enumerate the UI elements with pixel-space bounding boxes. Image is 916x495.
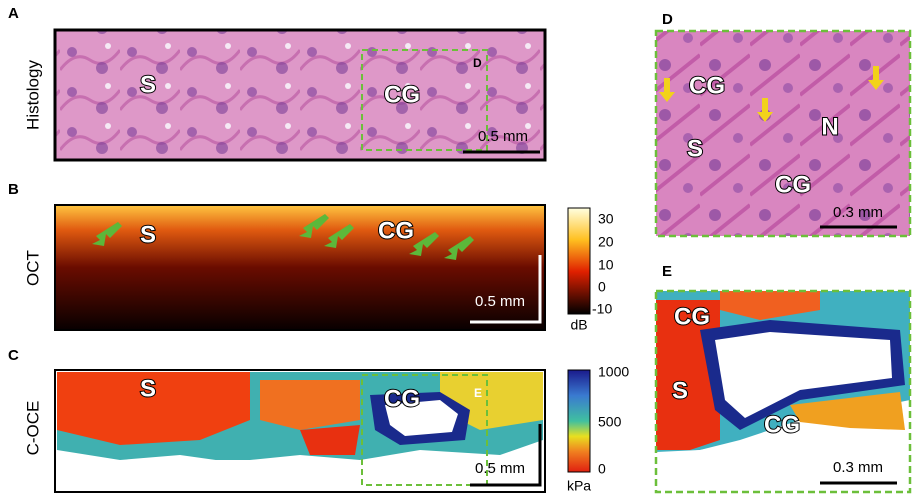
colorbar-tick: -10 bbox=[592, 301, 612, 317]
panel-label: E bbox=[662, 263, 672, 280]
panel-label: D bbox=[662, 11, 673, 28]
colorbar-unit: kPa bbox=[567, 478, 591, 494]
annotation: CG bbox=[384, 81, 420, 108]
annotation: S bbox=[140, 221, 156, 248]
histology-image bbox=[55, 30, 545, 160]
scale-bar-label: 0.3 mm bbox=[833, 204, 883, 221]
annotation: CG bbox=[384, 385, 420, 412]
annotation: CG bbox=[378, 217, 414, 244]
figure: A Histology D S CG 0.5 mm B OCT S CG 0.5… bbox=[0, 0, 916, 495]
scale-bar-label: 0.5 mm bbox=[475, 460, 525, 477]
inset-label: D bbox=[473, 56, 482, 70]
annotation: CG bbox=[674, 303, 710, 330]
panel-label: A bbox=[8, 5, 19, 22]
colorbar-tick: 10 bbox=[598, 257, 614, 273]
colorbar-tick: 1000 bbox=[598, 364, 629, 380]
side-label: OCT bbox=[23, 250, 42, 286]
annotation: CG bbox=[764, 411, 800, 438]
annotation: S bbox=[687, 135, 703, 162]
panel-label: C bbox=[8, 347, 19, 364]
colorbar-tick: 20 bbox=[598, 234, 614, 250]
annotation: S bbox=[672, 377, 688, 404]
annotation: CG bbox=[689, 72, 725, 99]
oce-image bbox=[55, 370, 545, 492]
scale-bar-label: 0.5 mm bbox=[478, 128, 528, 145]
colorbar-tick: 30 bbox=[598, 211, 614, 227]
colorbar-tick: 0 bbox=[598, 461, 606, 477]
oct-image bbox=[55, 205, 545, 330]
annotation: S bbox=[140, 71, 156, 98]
colorbar-tick: 500 bbox=[598, 414, 622, 430]
side-label: C-OCE bbox=[23, 401, 42, 456]
colorbar bbox=[568, 370, 590, 472]
colorbar-tick: 0 bbox=[598, 279, 606, 295]
colorbar bbox=[568, 208, 590, 314]
scale-bar-label: 0.5 mm bbox=[475, 293, 525, 310]
annotation: N bbox=[821, 113, 838, 140]
side-label: Histology bbox=[23, 60, 42, 130]
annotation: S bbox=[140, 375, 156, 402]
annotation: CG bbox=[775, 171, 811, 198]
panel-label: B bbox=[8, 181, 19, 198]
scale-bar-label: 0.3 mm bbox=[833, 459, 883, 476]
colorbar-unit: dB bbox=[570, 317, 587, 333]
inset-label: E bbox=[474, 386, 482, 400]
